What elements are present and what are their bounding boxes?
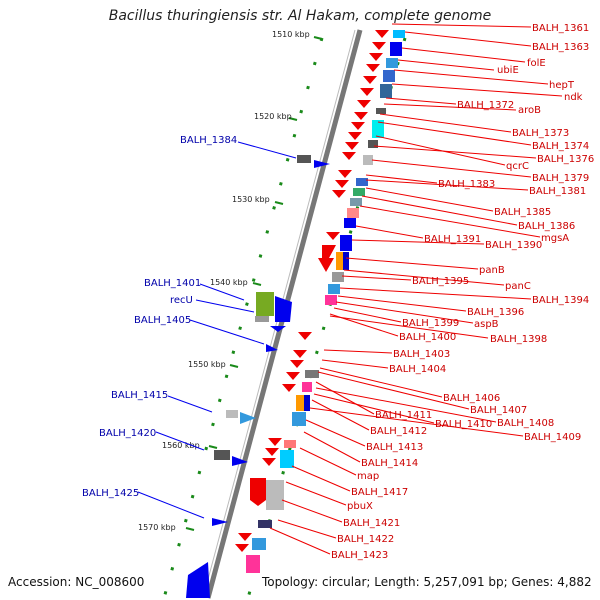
tick-label: 1570 kbp: [138, 523, 176, 532]
right-connectors: [269, 23, 563, 555]
gene-label: BALH_1408: [497, 418, 554, 429]
tick-label: 1510 kbp: [272, 30, 310, 39]
gene-label: BALH_1373: [512, 128, 569, 139]
strand-forward-genes: [235, 30, 389, 552]
gene-label: panC: [505, 281, 531, 292]
gene-label: BALH_1406: [443, 393, 500, 404]
gene-label: BALH_1376: [537, 154, 594, 165]
gene-label: BALH_1372: [457, 100, 514, 111]
gene-label: BALH_1425: [82, 488, 139, 499]
gene-label: BALH_1407: [470, 405, 527, 416]
tick-label: 1550 kbp: [188, 360, 226, 369]
left-connectors: [137, 141, 297, 519]
gene-label: BALH_1421: [343, 518, 400, 529]
tick-label: 1520 kbp: [254, 112, 292, 121]
gene-label: BALH_1381: [529, 186, 586, 197]
gene-label: folE: [527, 58, 546, 69]
gene-label: panB: [479, 265, 505, 276]
gene-label: BALH_1398: [490, 334, 547, 345]
gene-label: BALH_1383: [438, 179, 495, 190]
gene-label: ubiE: [497, 65, 519, 76]
gene-label: hepT: [549, 80, 575, 91]
strand-reverse-genes: [246, 30, 405, 573]
left-strand-genes: [186, 155, 330, 598]
gene-label: mgsA: [541, 233, 569, 244]
gene-label: BALH_1399: [402, 318, 459, 329]
gene-label: aroB: [518, 105, 541, 116]
tick-label: 1560 kbp: [162, 441, 200, 450]
gene-label: BALH_1420: [99, 428, 156, 439]
gene-label: BALH_1404: [389, 364, 446, 375]
gene-label: BALH_1414: [361, 458, 418, 469]
page-title: Bacillus thuringiensis str. Al Hakam, co…: [108, 8, 492, 24]
gene-label: BALH_1401: [144, 278, 201, 289]
gene-label: BALH_1403: [393, 349, 450, 360]
gene-label: BALH_1412: [370, 426, 427, 437]
gene-label: BALH_1374: [532, 141, 589, 152]
gene-label: BALH_1417: [351, 487, 408, 498]
gene-label: BALH_1391: [424, 234, 481, 245]
gene-label: BALH_1390: [485, 240, 542, 251]
right-labels: BALH_1361 BALH_1363 folE ubiE hepT ndk B…: [331, 23, 594, 561]
accession-text: Accession: NC_008600: [8, 575, 145, 589]
gene-label: map: [357, 471, 379, 482]
gene-label: BALH_1415: [111, 390, 168, 401]
tick-label: 1530 kbp: [232, 195, 270, 204]
gene-label: BALH_1395: [412, 276, 469, 287]
kbp-ticks: 1510 kbp 1520 kbp 1530 kbp 1540 kbp 1550…: [138, 30, 323, 532]
gene-label: BALH_1410: [435, 419, 492, 430]
gene-label: BALH_1413: [366, 442, 423, 453]
gene-label: BALH_1396: [467, 307, 524, 318]
gene-label: BALH_1379: [532, 173, 589, 184]
gene-label: recU: [170, 295, 193, 306]
tick-label: 1540 kbp: [210, 278, 248, 287]
gene-label: qcrC: [506, 161, 529, 172]
gene-label: BALH_1361: [532, 23, 589, 34]
gene-label: BALH_1384: [180, 135, 237, 146]
gene-label: BALH_1385: [494, 207, 551, 218]
gene-label: BALH_1409: [524, 432, 581, 443]
gene-label: aspB: [474, 319, 499, 330]
gene-label: BALH_1394: [532, 295, 589, 306]
gene-label: BALH_1411: [375, 410, 432, 421]
gene-label: BALH_1363: [532, 42, 589, 53]
gene-label: BALH_1422: [337, 534, 394, 545]
gene-label: ndk: [564, 92, 583, 103]
topology-text: Topology: circular; Length: 5,257,091 bp…: [262, 575, 592, 589]
gene-label: BALH_1405: [134, 315, 191, 326]
gene-label: BALH_1423: [331, 550, 388, 561]
gene-label: BALH_1400: [399, 332, 456, 343]
gene-label: pbuX: [347, 501, 373, 512]
gene-label: BALH_1386: [518, 221, 575, 232]
left-labels: BALH_1384 BALH_1401 recU BALH_1405 BALH_…: [82, 135, 237, 499]
